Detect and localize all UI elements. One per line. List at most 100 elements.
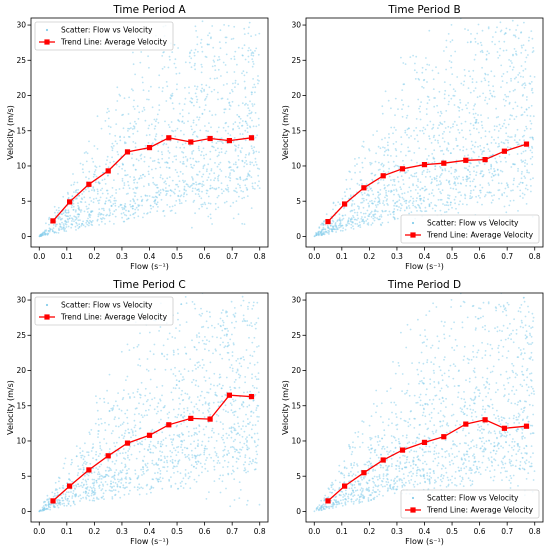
scatter-point xyxy=(147,409,150,411)
scatter-point xyxy=(419,181,422,184)
scatter-point xyxy=(522,76,525,78)
scatter-point xyxy=(362,206,365,209)
scatter-point xyxy=(151,398,154,401)
scatter-point xyxy=(245,438,247,440)
scatter-point xyxy=(222,449,225,452)
scatter-point xyxy=(384,90,387,93)
scatter-point xyxy=(368,486,370,489)
scatter-point xyxy=(408,207,411,209)
scatter-point xyxy=(159,470,162,472)
scatter-point xyxy=(218,373,221,376)
scatter-point xyxy=(468,157,470,160)
scatter-point xyxy=(338,219,341,222)
scatter-point xyxy=(233,326,236,329)
scatter-point xyxy=(379,223,382,226)
scatter-point xyxy=(354,431,357,434)
scatter-point xyxy=(477,349,480,352)
scatter-point xyxy=(208,407,211,410)
scatter-point xyxy=(237,422,240,425)
scatter-point xyxy=(374,216,376,219)
scatter-point xyxy=(477,423,479,426)
scatter-point xyxy=(475,465,478,468)
scatter-point xyxy=(412,472,414,475)
scatter-point xyxy=(170,209,173,212)
scatter-point xyxy=(497,447,500,450)
scatter-point xyxy=(181,451,184,454)
scatter-point xyxy=(474,141,477,144)
scatter-point xyxy=(133,413,136,416)
scatter-point xyxy=(176,83,178,86)
scatter-point xyxy=(188,397,190,400)
scatter-point xyxy=(347,220,350,223)
scatter-point xyxy=(512,163,514,165)
scatter-point xyxy=(195,95,198,98)
scatter-point xyxy=(202,203,204,206)
trend-marker xyxy=(421,162,428,168)
scatter-point xyxy=(376,495,378,498)
scatter-point xyxy=(532,320,534,322)
scatter-point xyxy=(368,148,370,151)
scatter-point xyxy=(350,462,353,465)
scatter-point xyxy=(186,425,189,428)
scatter-point xyxy=(471,144,474,147)
scatter-point xyxy=(511,114,513,117)
scatter-point xyxy=(199,364,201,367)
scatter-point xyxy=(530,372,533,375)
scatter-point xyxy=(229,505,232,508)
scatter-point xyxy=(508,204,511,207)
scatter-point xyxy=(353,500,355,503)
scatter-point xyxy=(475,120,478,123)
scatter-point xyxy=(501,125,504,128)
scatter-point xyxy=(119,136,121,139)
scatter-point xyxy=(528,394,531,397)
scatter-point xyxy=(155,118,158,121)
scatter-point xyxy=(458,116,461,118)
scatter-point xyxy=(164,457,166,459)
scatter-point xyxy=(327,487,330,490)
scatter-point xyxy=(384,186,386,189)
scatter-point xyxy=(100,127,103,130)
scatter-point xyxy=(209,150,212,153)
x-tick-label: 0.7 xyxy=(226,527,238,536)
scatter-point xyxy=(42,234,45,237)
scatter-point xyxy=(396,460,399,462)
scatter-point xyxy=(145,469,148,472)
scatter-point xyxy=(521,432,524,434)
scatter-point xyxy=(470,157,473,160)
scatter-point xyxy=(98,208,101,211)
scatter-point xyxy=(174,449,177,452)
scatter-point xyxy=(200,63,203,66)
scatter-point xyxy=(484,79,487,82)
scatter-point xyxy=(357,494,360,497)
scatter-point xyxy=(183,189,186,191)
x-tick-label: 0.4 xyxy=(144,527,156,536)
scatter-point xyxy=(107,475,110,478)
scatter-point xyxy=(186,158,189,161)
scatter-point xyxy=(512,371,515,374)
scatter-point xyxy=(389,483,392,486)
scatter-point xyxy=(187,185,190,188)
scatter-point xyxy=(530,343,532,346)
scatter-point xyxy=(207,391,210,394)
scatter-point xyxy=(160,418,162,421)
x-tick-label: 0.6 xyxy=(474,252,486,261)
scatter-point xyxy=(175,379,178,381)
scatter-point xyxy=(229,134,232,137)
scatter-point xyxy=(204,336,206,338)
scatter-point xyxy=(375,411,377,414)
scatter-point xyxy=(522,150,525,153)
scatter-point xyxy=(443,337,446,340)
scatter-point xyxy=(232,342,235,344)
scatter-point xyxy=(349,482,352,485)
scatter-point xyxy=(252,52,255,54)
scatter-point xyxy=(178,370,181,373)
scatter-point xyxy=(82,466,85,469)
scatter-point xyxy=(441,168,444,171)
scatter-point xyxy=(503,119,506,121)
scatter-point xyxy=(502,310,504,313)
scatter-point xyxy=(229,166,232,169)
scatter-point xyxy=(251,105,254,107)
scatter-point xyxy=(413,138,416,140)
scatter-point xyxy=(72,490,75,492)
scatter-point xyxy=(520,152,523,155)
